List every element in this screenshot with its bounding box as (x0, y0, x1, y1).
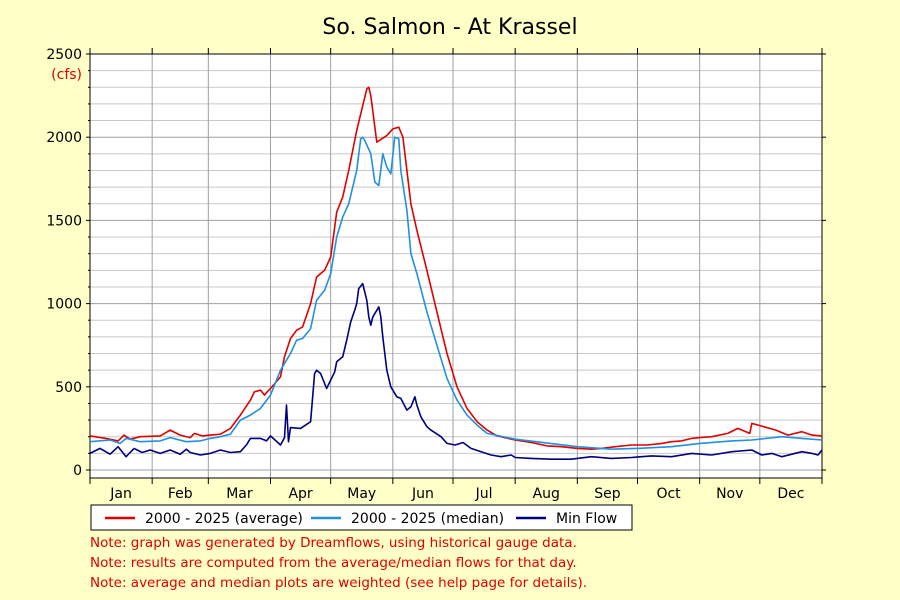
x-month-label: Feb (168, 486, 193, 502)
y-tick-label: 0 (73, 463, 82, 479)
series-line-0 (89, 86, 823, 451)
legend-label-0: 2000 - 2025 (average) (145, 511, 303, 527)
x-month-label: Aug (533, 486, 560, 502)
series-line-1 (89, 136, 823, 451)
x-month-label: Nov (716, 486, 743, 502)
x-month-label: Jan (109, 486, 132, 502)
note-3: Note: average and median plots are weigh… (90, 575, 588, 591)
x-month-label: Apr (288, 486, 312, 502)
plot-frame (89, 53, 823, 479)
x-month-label: Oct (656, 486, 681, 502)
x-month-label: May (347, 486, 376, 502)
y-unit-label: (cfs) (51, 67, 82, 83)
y-tick-label: 1500 (46, 213, 82, 229)
y-tick-label: 500 (55, 380, 82, 396)
legend-label-2: Min Flow (556, 511, 617, 527)
x-month-label: Jul (475, 486, 493, 502)
y-tick-label: 2000 (46, 130, 82, 146)
note-2: Note: results are computed from the aver… (90, 555, 577, 571)
plot-area (90, 54, 822, 478)
series-line-2 (89, 282, 823, 461)
y-tick-label: 1000 (46, 297, 82, 313)
y-tick-label: 2500 (46, 47, 82, 63)
x-month-label: Jun (411, 486, 434, 502)
legend-box (90, 504, 633, 531)
note-1: Note: graph was generated by Dreamflows,… (90, 535, 577, 551)
legend-label-1: 2000 - 2025 (median) (351, 511, 504, 527)
x-month-label: Dec (777, 486, 804, 502)
x-month-label: Mar (226, 486, 253, 502)
chart-title: So. Salmon - At Krassel (322, 15, 577, 40)
x-month-label: Sep (594, 486, 621, 502)
